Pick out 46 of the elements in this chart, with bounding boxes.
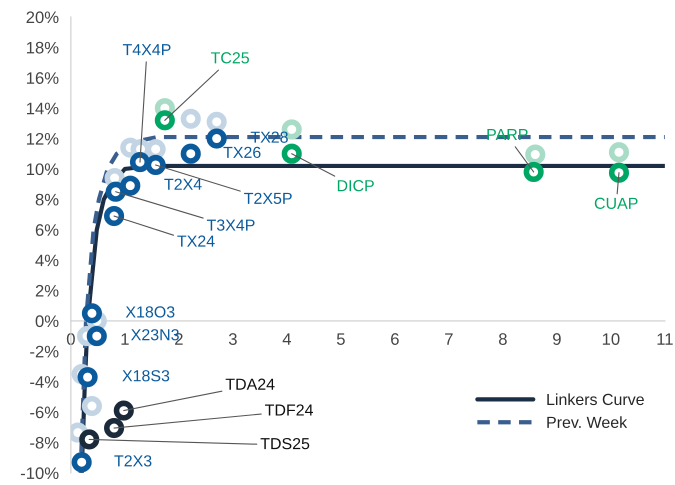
- annotation: T3X4P: [206, 219, 255, 231]
- annotation: CUAP: [594, 198, 638, 209]
- annotation: TX24: [177, 235, 215, 247]
- legend-label: Linkers Curve: [547, 393, 644, 406]
- x-tick-label: 9: [553, 333, 561, 345]
- annotation: TDA24: [226, 378, 275, 390]
- x-tick-label: 0: [66, 333, 75, 345]
- y-tick-label: -2%: [30, 346, 58, 358]
- x-tick-label: 7: [445, 333, 453, 345]
- y-tick-label: 14%: [26, 102, 58, 114]
- annotation: T2X5P: [244, 192, 292, 204]
- annotation: T2X4: [164, 178, 202, 190]
- annotation: T4X4P: [122, 44, 171, 56]
- y-tick-label: -8%: [30, 436, 58, 449]
- x-tick-label: 3: [228, 333, 237, 345]
- y-tick-label: 18%: [26, 42, 58, 54]
- annotation: PARP: [487, 129, 528, 140]
- x-tick-label: 10: [602, 333, 620, 345]
- x-tick-label: 4: [282, 333, 292, 345]
- x-tick-label: 11: [657, 333, 673, 345]
- y-tick-label: 0%: [36, 315, 58, 328]
- y-tick-label: 4%: [35, 254, 58, 266]
- annotation: T2X3: [114, 455, 152, 467]
- annotation: TDS25: [260, 438, 310, 450]
- annotation: X18O3: [126, 306, 174, 318]
- y-tick-label: -10%: [20, 467, 58, 480]
- annotation: DICP: [338, 180, 374, 192]
- y-tick-label: -4%: [30, 376, 58, 388]
- y-tick-label: 12%: [26, 132, 58, 145]
- y-tick-label: 20%: [26, 11, 58, 24]
- x-tick-label: 8: [498, 333, 507, 345]
- x-tick-label: 5: [336, 333, 345, 345]
- annotation: TX26: [223, 146, 261, 158]
- x-tick-label: 1: [122, 333, 129, 345]
- y-tick-label: 6%: [36, 224, 58, 236]
- legend-label: Prev. Week: [547, 416, 628, 428]
- y-tick-label: 2%: [36, 284, 58, 297]
- annotation: TX28: [250, 132, 288, 143]
- y-tick-label: 16%: [26, 72, 58, 84]
- y-tick-label: -6%: [30, 406, 58, 418]
- y-tick-label: 8%: [36, 194, 58, 206]
- annotation: TDF24: [265, 404, 314, 416]
- x-tick-label: 6: [391, 333, 399, 345]
- annotation: X18S3: [122, 370, 170, 382]
- y-tick-label: 10%: [26, 163, 58, 176]
- annotation: TC25: [210, 52, 249, 64]
